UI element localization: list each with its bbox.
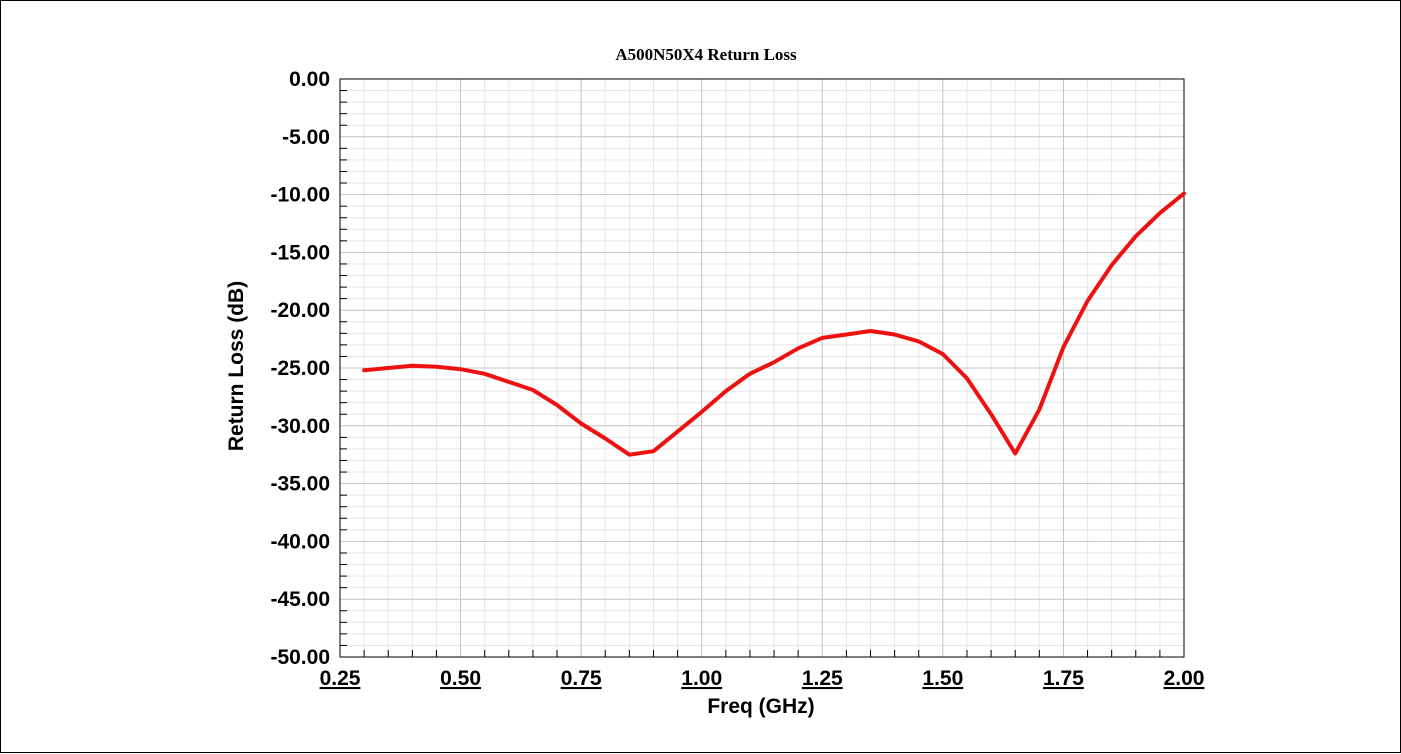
- x-tick-label: 1.00: [681, 667, 722, 690]
- x-tick-label: 0.25: [320, 667, 361, 690]
- y-tick-label: -25.00: [270, 357, 330, 380]
- y-axis-label: Return Loss (dB): [225, 281, 248, 451]
- x-tick-label: 1.75: [1043, 667, 1084, 690]
- x-axis-tick-labels: 0.25 0.50 0.75 1.00 1.25 1.50 1.75 2.00: [320, 667, 1205, 690]
- x-tick-label: 0.75: [561, 667, 602, 690]
- y-tick-label: -30.00: [270, 415, 330, 438]
- y-axis-minor-ticks: [340, 90, 347, 646]
- plot-area-border: [339, 78, 1185, 658]
- y-tick-label: -35.00: [270, 473, 330, 496]
- x-axis-label: Freq (GHz): [707, 695, 814, 718]
- x-tick-label: 2.00: [1164, 667, 1205, 690]
- series-layer: [362, 191, 1186, 457]
- x-tick-label: 1.50: [922, 667, 963, 690]
- y-tick-label: -40.00: [270, 530, 330, 553]
- chart-title: A500N50X4 Return Loss: [615, 45, 797, 64]
- y-tick-label: -15.00: [270, 241, 330, 264]
- series-line-1: [362, 191, 1186, 457]
- y-tick-label: -50.00: [270, 646, 330, 669]
- x-axis-minor-ticks: [363, 650, 1161, 657]
- y-tick-label: -10.00: [270, 184, 330, 207]
- x-tick-label: 0.50: [440, 667, 481, 690]
- y-axis-tick-labels: 0.00 -5.00 -10.00 -15.00 -20.00 -25.00 -30.00 -…: [270, 68, 330, 669]
- y-tick-label: -20.00: [270, 299, 330, 322]
- y-tick-label: 0.00: [289, 68, 330, 91]
- minor-grid: [340, 79, 1184, 657]
- x-tick-label: 1.25: [802, 667, 843, 690]
- y-tick-label: -45.00: [270, 588, 330, 611]
- y-tick-label: -5.00: [282, 126, 330, 149]
